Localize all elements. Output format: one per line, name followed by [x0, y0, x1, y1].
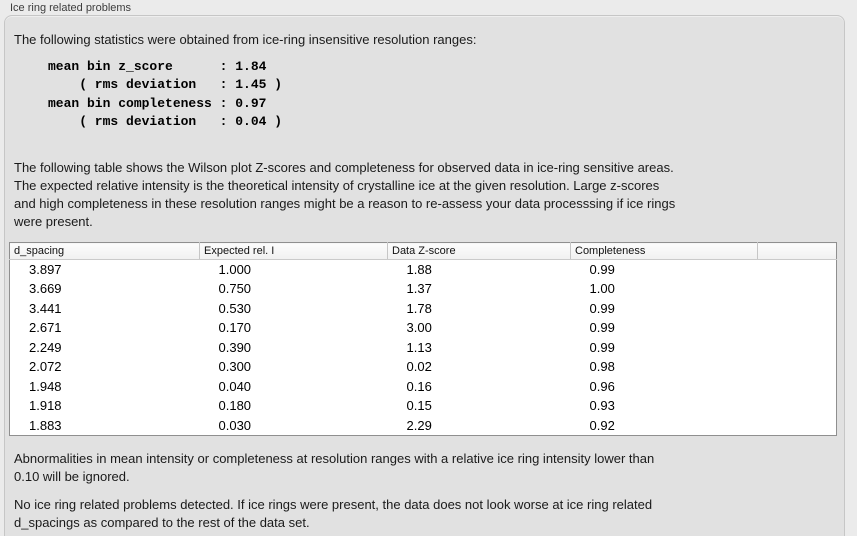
- table-cell: 1.37: [406, 281, 432, 297]
- table-row[interactable]: 3.441 0.530 1.78 0.99: [10, 299, 837, 319]
- table-cell: 0.530: [218, 300, 252, 316]
- table-cell: 0.750: [218, 281, 252, 297]
- column-header-filler: [757, 242, 837, 261]
- table-cell: 3.669: [29, 281, 62, 297]
- table-header-row: d_spacing Expected rel. I Data Z-score Comp…: [9, 242, 837, 261]
- table-cell: 0.99: [589, 320, 615, 336]
- table-cell: 1.918: [29, 398, 62, 414]
- table-cell: 0.180: [218, 398, 252, 414]
- table-cell-filler: [758, 299, 837, 319]
- intro-text: The following statistics were obtained f…: [14, 32, 477, 47]
- table-cell: 3.897: [29, 262, 62, 278]
- column-header-3[interactable]: Completeness: [570, 242, 758, 261]
- table-row[interactable]: 2.671 0.170 3.00 0.99: [10, 318, 837, 338]
- table-cell-filler: [758, 279, 837, 299]
- conclusion-text: No ice ring related problems detected. I…: [14, 496, 653, 530]
- table-row[interactable]: 1.883 0.030 2.29 0.92: [10, 416, 837, 436]
- ice-ring-group-box: The following statistics were obtained f…: [4, 15, 845, 536]
- table-cell: 0.15: [406, 398, 432, 414]
- table-cell: 0.170: [218, 320, 252, 336]
- table-cell: 1.78: [406, 300, 432, 316]
- table-cell: 0.96: [589, 378, 615, 394]
- table-row[interactable]: 3.897 1.000 1.88 0.99: [10, 260, 837, 280]
- table-cell-filler: [758, 338, 837, 358]
- table-cell: 0.92: [589, 417, 615, 433]
- table-cell: 0.99: [589, 262, 615, 278]
- table-cell: 1.13: [406, 339, 432, 355]
- table-row[interactable]: 1.948 0.040 0.16 0.96: [10, 377, 837, 397]
- column-header-2[interactable]: Data Z-score: [387, 242, 571, 261]
- table-cell: 0.99: [589, 300, 615, 316]
- table-cell-filler: [758, 357, 837, 377]
- table-cell-filler: [758, 318, 837, 338]
- table-cell: 0.99: [589, 339, 615, 355]
- column-header-0[interactable]: d_spacing: [9, 242, 200, 261]
- table-cell: 1.000: [218, 262, 252, 278]
- ice-ring-table[interactable]: d_spacing Expected rel. I Data Z-score Comp…: [9, 242, 837, 436]
- column-header-1[interactable]: Expected rel. I: [199, 242, 388, 261]
- table-row[interactable]: 2.072 0.300 0.02 0.98: [10, 357, 837, 377]
- table-row[interactable]: 3.669 0.750 1.37 1.00: [10, 279, 837, 299]
- table-cell: 0.16: [406, 378, 432, 394]
- table-cell: 1.883: [29, 417, 62, 433]
- table-cell: 0.98: [589, 359, 615, 375]
- table-cell-filler: [758, 396, 837, 416]
- table-cell: 0.300: [218, 359, 252, 375]
- stats-block: mean bin z_score : 1.84 ( rms deviation …: [48, 59, 283, 129]
- ignore-note: Abnormalities in mean intensity or compl…: [14, 450, 655, 484]
- table-cell: 3.441: [29, 300, 62, 316]
- table-cell: 0.030: [218, 417, 252, 433]
- table-cell: 2.249: [29, 339, 62, 355]
- table-body: 3.897 1.000 1.88 0.99 3.669 0.750 1.37 1.00 3.44…: [10, 260, 837, 436]
- table-cell: 1.00: [589, 281, 615, 297]
- table-cell: 2.671: [29, 320, 62, 336]
- table-cell-filler: [758, 260, 837, 280]
- table-cell: 0.390: [218, 339, 252, 355]
- table-cell: 0.040: [218, 378, 252, 394]
- table-cell: 1.88: [406, 262, 432, 278]
- table-cell: 0.93: [589, 398, 615, 414]
- table-cell: 2.29: [406, 417, 432, 433]
- table-cell: 1.948: [29, 378, 62, 394]
- table-row[interactable]: 1.918 0.180 0.15 0.93: [10, 396, 837, 416]
- table-description: The following table shows the Wilson plo…: [14, 160, 676, 230]
- panel-title: Ice ring related problems: [10, 2, 132, 14]
- table-cell: 3.00: [406, 320, 432, 336]
- table-cell: 2.072: [29, 359, 62, 375]
- table-cell-filler: [758, 416, 837, 436]
- table-row[interactable]: 2.249 0.390 1.13 0.99: [10, 338, 837, 358]
- table-cell: 0.02: [406, 359, 432, 375]
- table-cell-filler: [758, 377, 837, 397]
